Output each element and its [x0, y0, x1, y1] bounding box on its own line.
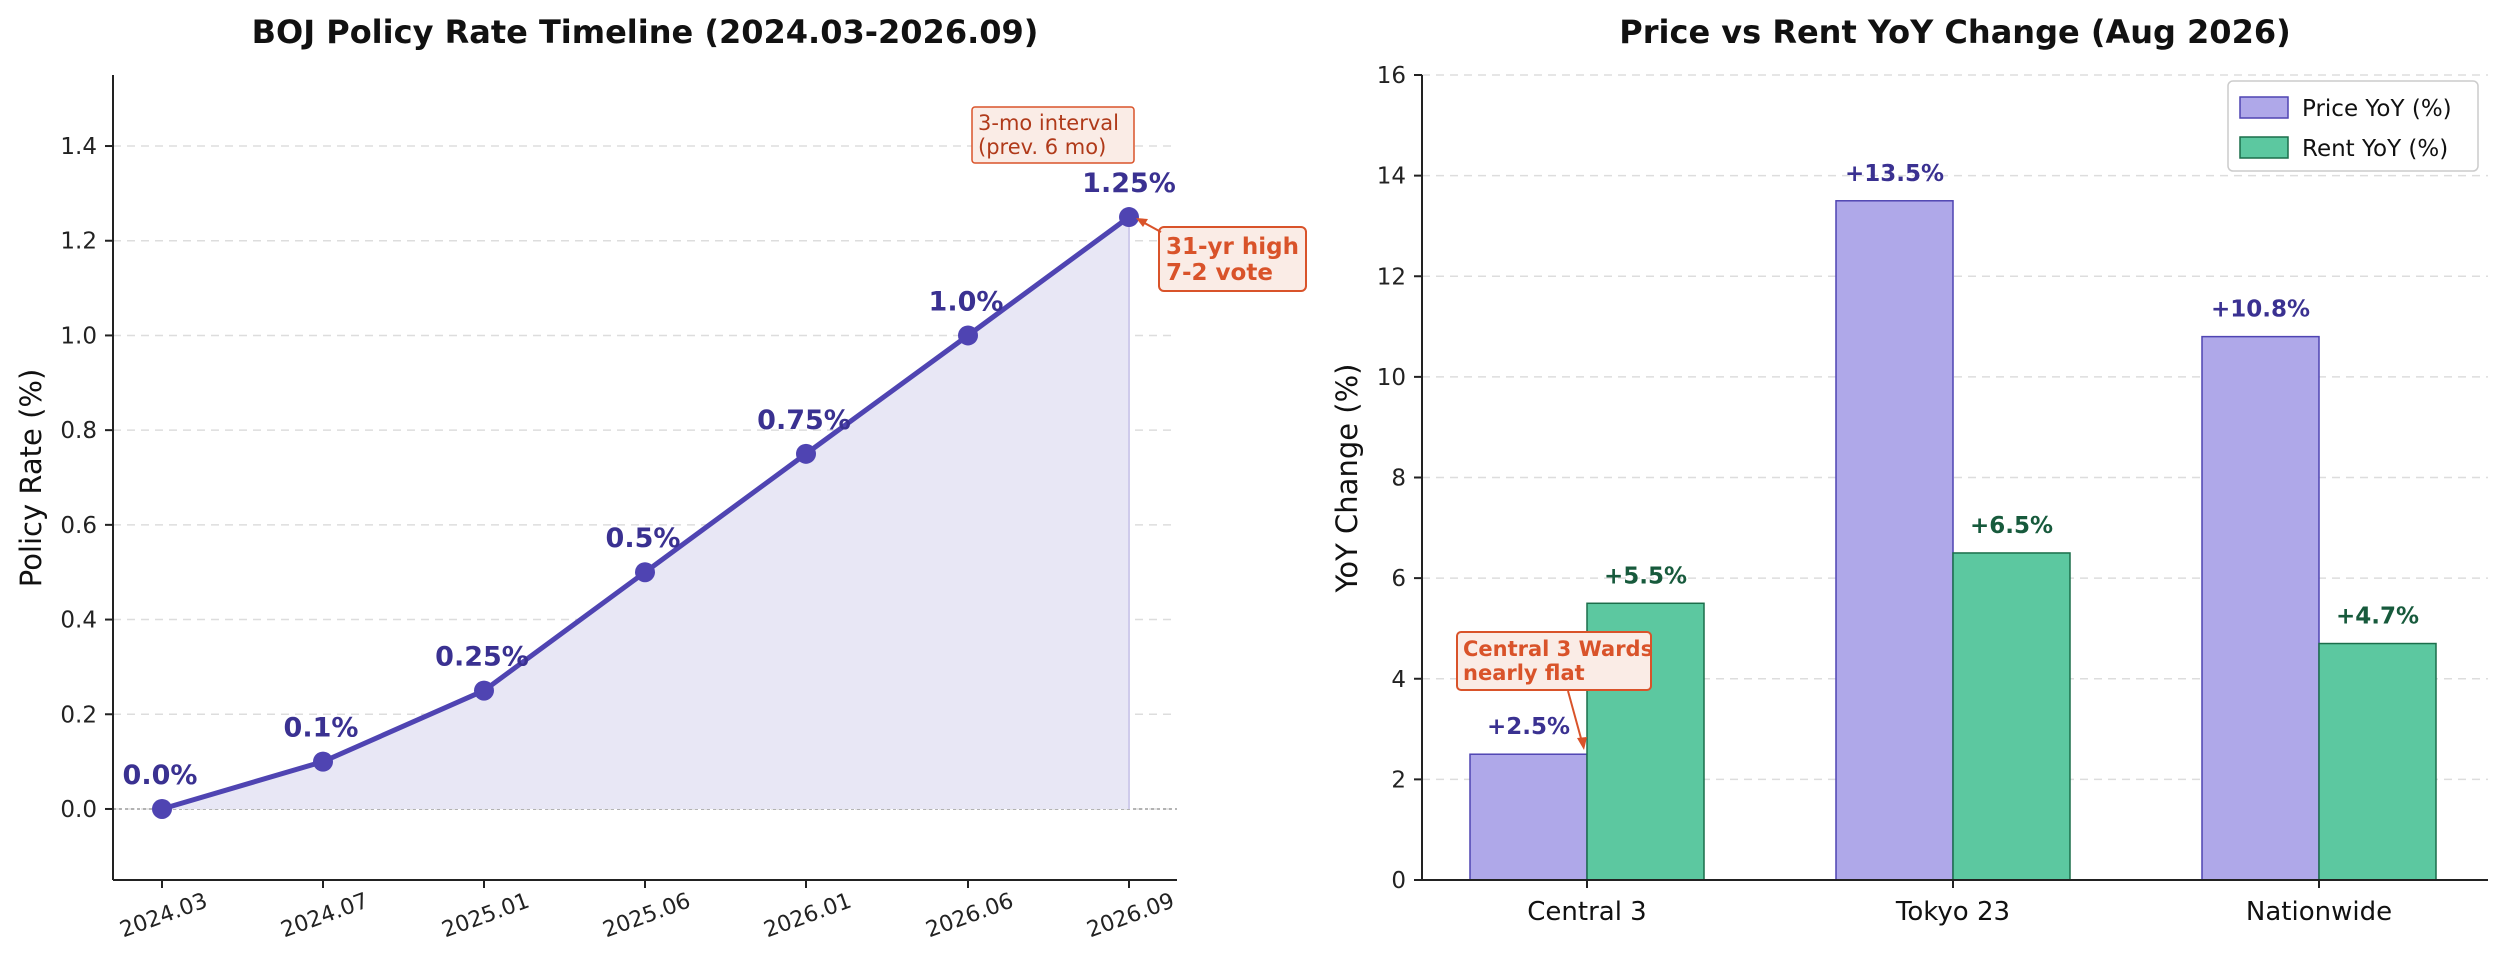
y-tick-label: 1.2 [60, 229, 97, 255]
x-tick-label: Central 3 [1527, 897, 1646, 927]
annotation-text: nearly flat [1463, 661, 1585, 685]
data-label: 0.5% [606, 523, 681, 554]
data-label: 0.1% [284, 713, 359, 744]
annotation-text: 7-2 vote [1166, 260, 1273, 286]
data-point [1119, 207, 1139, 228]
data-label: 0.0% [123, 760, 198, 791]
area-fill [162, 217, 1129, 809]
x-tick-label: 2025.01 [439, 889, 533, 944]
price-bar [1469, 753, 1588, 881]
bar-value-label: +2.5% [1487, 714, 1570, 740]
data-point [313, 751, 333, 772]
left-y-axis-label: Policy Rate (%) [14, 369, 48, 588]
y-tick-label: 0.6 [60, 513, 97, 539]
annotation-box [1456, 631, 1652, 691]
y-tick-label: 1.4 [60, 134, 97, 160]
data-label: 0.25% [435, 642, 529, 673]
bar-value-label: +6.5% [1970, 513, 2053, 539]
annotation-arrowhead [1577, 737, 1587, 750]
left-chart-title: BOJ Policy Rate Timeline (2024.03-2026.0… [252, 13, 1039, 51]
y-tick-label: 0.4 [60, 608, 97, 634]
annotation-text: (prev. 6 mo) [978, 135, 1106, 159]
y-tick-label: 8 [1391, 466, 1406, 492]
y-tick-label: 6 [1391, 566, 1406, 592]
y-tick-label: 16 [1377, 63, 1406, 89]
data-point [796, 443, 816, 464]
y-tick-label: 2 [1391, 767, 1406, 793]
bar-value-label: +10.8% [2211, 297, 2310, 323]
legend-label: Rent YoY (%) [2302, 136, 2448, 162]
data-label: 0.75% [757, 405, 851, 436]
y-tick-label: 0.8 [60, 418, 97, 444]
annotation-text: Central 3 Wards [1463, 637, 1653, 661]
legend-swatch [2239, 136, 2289, 159]
annotation-arrow [1567, 690, 1583, 743]
x-tick-label: Nationwide [2246, 897, 2392, 927]
x-tick-label: Tokyo 23 [1895, 897, 2010, 927]
y-tick-label: 14 [1377, 164, 1406, 190]
y-tick-label: 12 [1377, 264, 1406, 290]
rent-bar [2318, 642, 2437, 881]
x-tick-label: 2026.06 [923, 889, 1017, 944]
data-point [474, 680, 494, 701]
y-tick-label: 1.0 [60, 323, 97, 349]
x-tick-label: 2025.06 [600, 889, 694, 944]
annotation-arrowhead [1136, 218, 1148, 227]
x-tick-label: 2026.01 [761, 889, 855, 944]
bar-value-label: +4.7% [2336, 604, 2419, 630]
data-point [152, 798, 172, 819]
right-y-axis-label: YoY Change (%) [1330, 364, 1364, 594]
bar-value-label: +13.5% [1845, 161, 1944, 187]
legend-label: Price YoY (%) [2302, 96, 2452, 122]
legend-swatch [2239, 96, 2289, 119]
y-tick-label: 4 [1391, 667, 1406, 693]
y-tick-label: 0 [1391, 868, 1406, 894]
rent-bar [1952, 552, 2071, 881]
annotation-text: 3-mo interval [978, 111, 1119, 135]
annotation-box [971, 106, 1135, 164]
bar-value-label: +5.5% [1604, 563, 1687, 589]
x-tick-label: 2026.09 [1084, 889, 1178, 944]
x-tick-label: 2024.03 [117, 889, 211, 944]
annotation-text: 31-yr high [1166, 234, 1299, 260]
price-bar [2201, 335, 2320, 881]
y-tick-label: 10 [1377, 365, 1406, 391]
data-point [635, 562, 655, 583]
legend-box [2227, 80, 2479, 172]
price-bar [1835, 200, 1954, 881]
data-label: 1.25% [1082, 168, 1176, 199]
y-tick-label: 0.2 [60, 702, 97, 728]
x-tick-label: 2024.07 [278, 889, 372, 944]
y-tick-label: 0.0 [60, 797, 97, 823]
right-chart-title: Price vs Rent YoY Change (Aug 2026) [1619, 13, 2290, 51]
data-point [958, 325, 978, 346]
annotation-box [1158, 226, 1307, 292]
data-label: 1.0% [929, 286, 1004, 317]
